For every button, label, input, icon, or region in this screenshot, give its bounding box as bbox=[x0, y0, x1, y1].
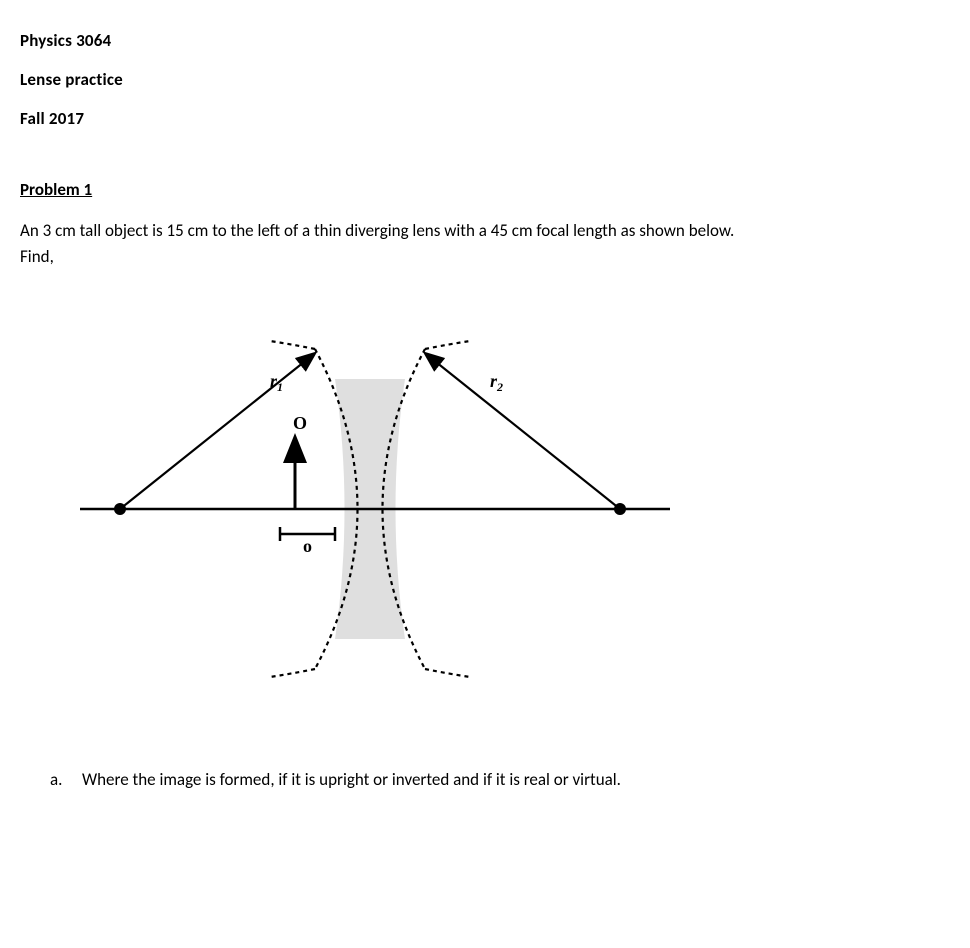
question-letter: a. bbox=[50, 769, 70, 790]
term: Fall 2017 bbox=[20, 108, 950, 129]
svg-text:O: O bbox=[293, 413, 307, 433]
course-code: Physics 3064 bbox=[20, 30, 950, 51]
svg-text:r1: r1 bbox=[270, 371, 283, 394]
question-text: Where the image is formed, if it is upri… bbox=[82, 769, 621, 790]
problem-statement-2: Find, bbox=[20, 244, 950, 270]
topic-title: Lense practice bbox=[20, 69, 950, 90]
lens-diagram: r1 r2 Oo bbox=[60, 329, 950, 689]
question-a: a. Where the image is formed, if it is u… bbox=[50, 769, 950, 790]
problem-heading: Problem 1 bbox=[20, 179, 950, 200]
lens-diagram-svg: r1 r2 Oo bbox=[60, 329, 680, 689]
svg-text:r2: r2 bbox=[490, 371, 503, 394]
problem-statement-1: An 3 cm tall object is 15 cm to the left… bbox=[20, 218, 950, 244]
svg-text:o: o bbox=[303, 536, 312, 556]
